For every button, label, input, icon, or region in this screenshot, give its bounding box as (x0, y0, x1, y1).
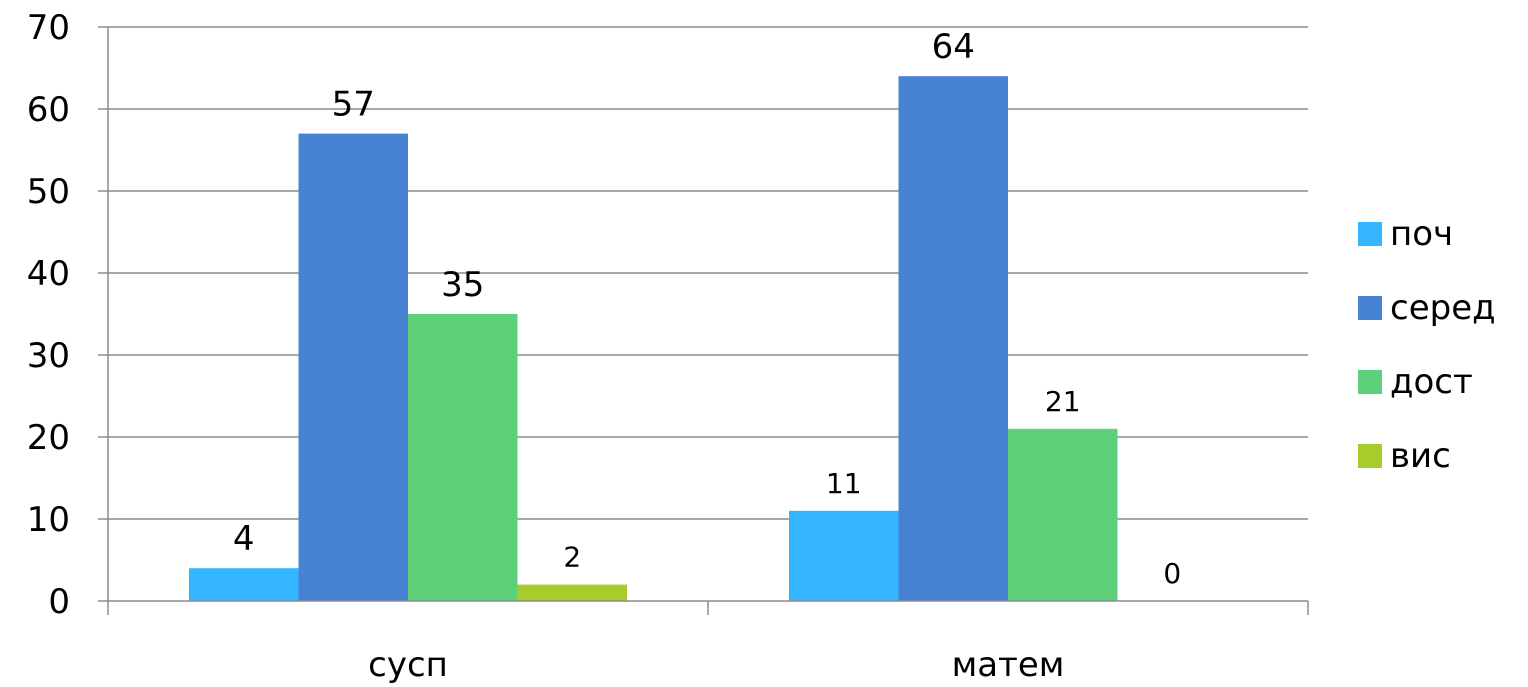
gridlines (108, 26, 1308, 520)
legend-label: дост (1390, 362, 1473, 402)
y-tick-label: 30 (27, 336, 70, 376)
y-tick-label: 20 (27, 418, 70, 458)
legend-swatch (1358, 444, 1382, 468)
bar (789, 510, 899, 601)
legend-label: серед (1390, 288, 1496, 328)
y-tick-label: 50 (27, 172, 70, 212)
y-tick-label: 40 (27, 254, 70, 294)
data-label: 57 (332, 85, 375, 125)
legend-label: вис (1390, 436, 1451, 476)
legend-swatch (1358, 222, 1382, 246)
bar (517, 584, 627, 601)
legend-label: поч (1390, 214, 1453, 254)
bars (189, 76, 1118, 601)
bar (898, 76, 1008, 601)
data-label: 64 (932, 27, 975, 67)
category-label: сусп (368, 645, 448, 685)
bar (1008, 428, 1118, 601)
y-tick-label: 10 (27, 500, 70, 540)
y-tick-label: 70 (27, 8, 70, 48)
y-tick-label: 60 (27, 90, 70, 130)
data-label: 21 (1045, 385, 1081, 418)
category-label: матем (952, 645, 1065, 685)
data-label: 4 (233, 519, 255, 559)
bar (189, 568, 299, 601)
legend-swatch (1358, 296, 1382, 320)
legend-swatch (1358, 370, 1382, 394)
data-label: 0 (1163, 557, 1181, 590)
bar (408, 314, 518, 601)
data-labels: 4 57 35 2 11 64 21 0 (233, 27, 1181, 590)
legend: поч серед дост вис (1358, 214, 1496, 476)
y-tick-label: 0 (48, 582, 70, 622)
bar (298, 133, 408, 601)
data-label: 35 (441, 265, 484, 305)
data-label: 2 (563, 541, 581, 574)
data-label: 11 (826, 467, 862, 500)
